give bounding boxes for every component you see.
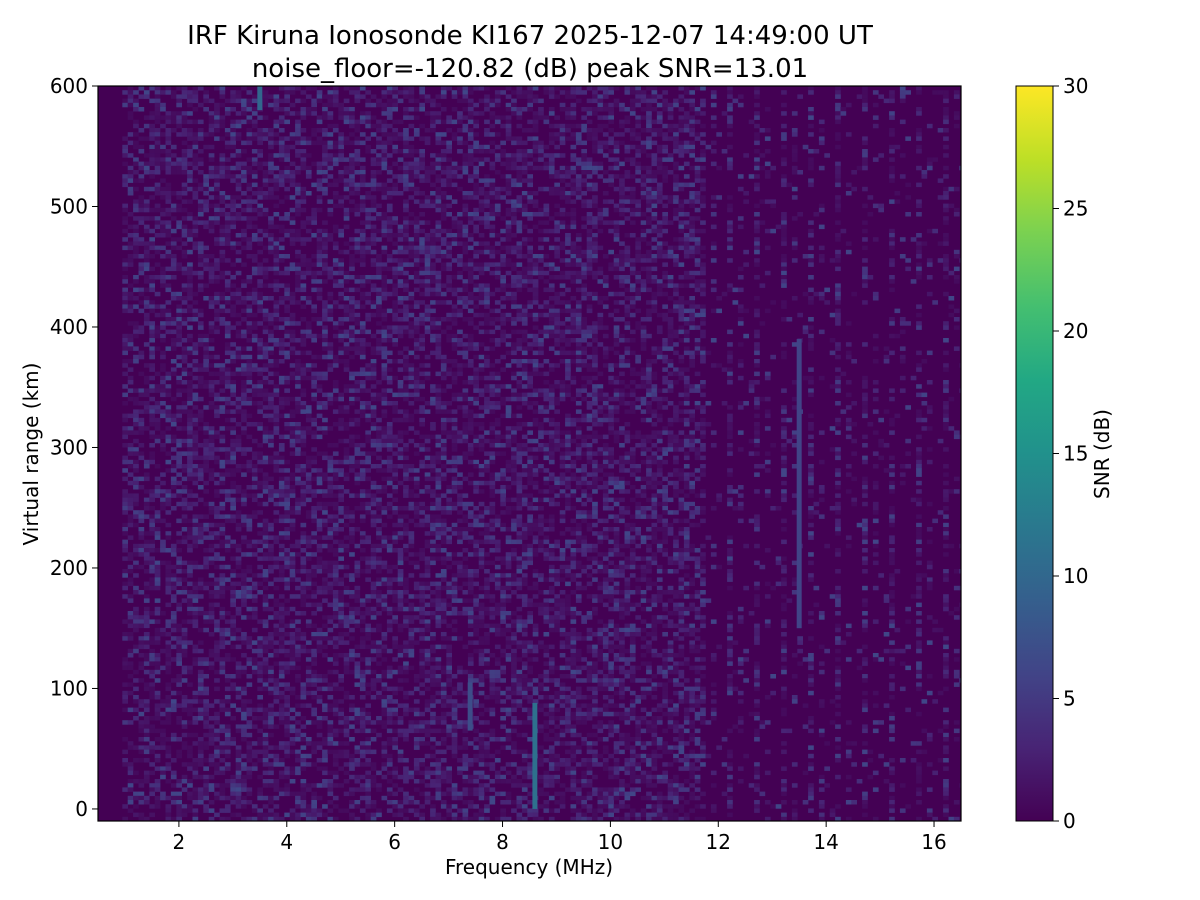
x-tick-label: 14 [813,830,838,854]
x-tick-label: 8 [496,830,509,854]
echo-features [257,86,802,809]
y-tick-label: 600 [50,74,88,98]
colorbar-ticks: 0 5 10 15 20 25 30 [1053,74,1088,833]
colorbar-tick-label: 10 [1063,564,1088,588]
x-tick-label: 16 [921,830,946,854]
colorbar-tick-label: 5 [1063,687,1076,711]
heatmap-cells [122,86,961,821]
colorbar [1015,85,1054,822]
y-axis-label: Virtual range (km) [19,363,43,546]
y-tick-label: 0 [75,797,88,821]
colorbar-tick-label: 25 [1063,197,1088,221]
y-tick-label: 500 [50,194,88,218]
y-tick-label: 200 [50,556,88,580]
x-tick-label: 12 [706,830,731,854]
y-tick-label: 100 [50,676,88,700]
x-axis-ticks: 2 4 6 8 10 12 14 16 [173,821,947,854]
echo-trace-0 [532,702,538,809]
colorbar-tick-label: 15 [1063,442,1088,466]
colorbar-label: SNR (dB) [1090,409,1114,499]
y-tick-label: 300 [50,435,88,459]
colorbar-tick-label: 20 [1063,319,1088,343]
y-tick-label: 400 [50,315,88,339]
x-tick-label: 10 [598,830,623,854]
x-tick-label: 6 [388,830,401,854]
x-tick-label: 2 [173,830,186,854]
echo-trace-1 [257,86,263,111]
echo-trace-2 [467,682,473,731]
y-axis-ticks: 0 100 200 300 400 500 600 [50,74,98,821]
x-tick-label: 4 [280,830,293,854]
chart-title-line1: IRF Kiruna Ionosonde KI167 2025-12-07 14… [187,21,873,51]
echo-trace-3 [796,339,802,629]
colorbar-tick-label: 0 [1063,809,1076,833]
plot-frame [97,85,962,822]
colorbar-tick-label: 30 [1063,74,1088,98]
x-axis-label: Frequency (MHz) [445,855,613,879]
chart-title-line2: noise_floor=-120.82 (dB) peak SNR=13.01 [252,54,808,84]
